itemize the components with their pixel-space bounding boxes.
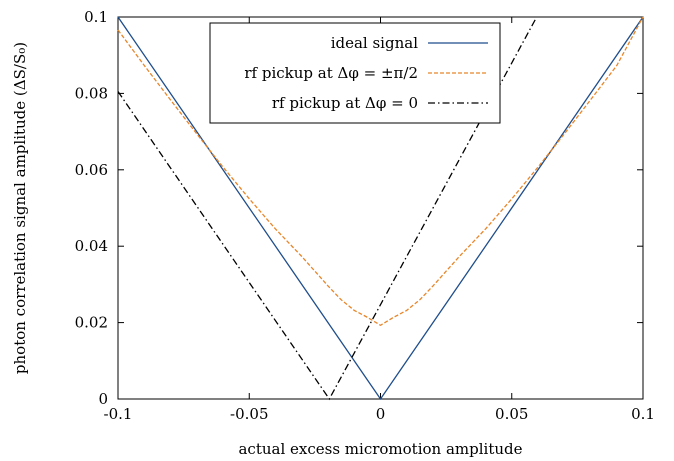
y-tick-label: 0.06 — [75, 161, 108, 179]
legend: ideal signal rf pickup at Δφ = ±π/2 rf p… — [209, 22, 501, 124]
legend-box — [209, 22, 501, 124]
y-tick-label: 0.04 — [75, 237, 108, 255]
legend-label-rf-pickup-zero: rf pickup at Δφ = 0 — [272, 94, 418, 112]
y-tick-label: 0.08 — [75, 84, 108, 102]
y-axis-label: photon correlation signal amplitude (ΔS/… — [11, 42, 29, 374]
series-line-2 — [117, 16, 538, 401]
legend-label-ideal-signal: ideal signal — [331, 34, 418, 52]
x-tick-label: 0.1 — [631, 405, 655, 423]
x-tick-label: 0.05 — [495, 405, 528, 423]
x-tick-label: -0.1 — [104, 405, 133, 423]
y-tick-label: 0.1 — [84, 8, 108, 26]
x-tick-label: 0 — [376, 405, 386, 423]
x-tick-label: -0.05 — [230, 405, 268, 423]
series-line-1 — [117, 16, 644, 327]
series-layer — [117, 16, 644, 401]
legend-label-rf-pickup-pi-half: rf pickup at Δφ = ±π/2 — [244, 64, 418, 82]
x-axis-label: actual excess micromotion amplitude — [238, 440, 522, 458]
y-tick-label: 0.02 — [75, 314, 108, 332]
axis-ticks: -0.1 -0.05 0 0.05 0.1 0 0.02 0.04 0.06 0.08 0.1 — [75, 8, 655, 423]
y-tick-label: 0 — [98, 390, 108, 408]
